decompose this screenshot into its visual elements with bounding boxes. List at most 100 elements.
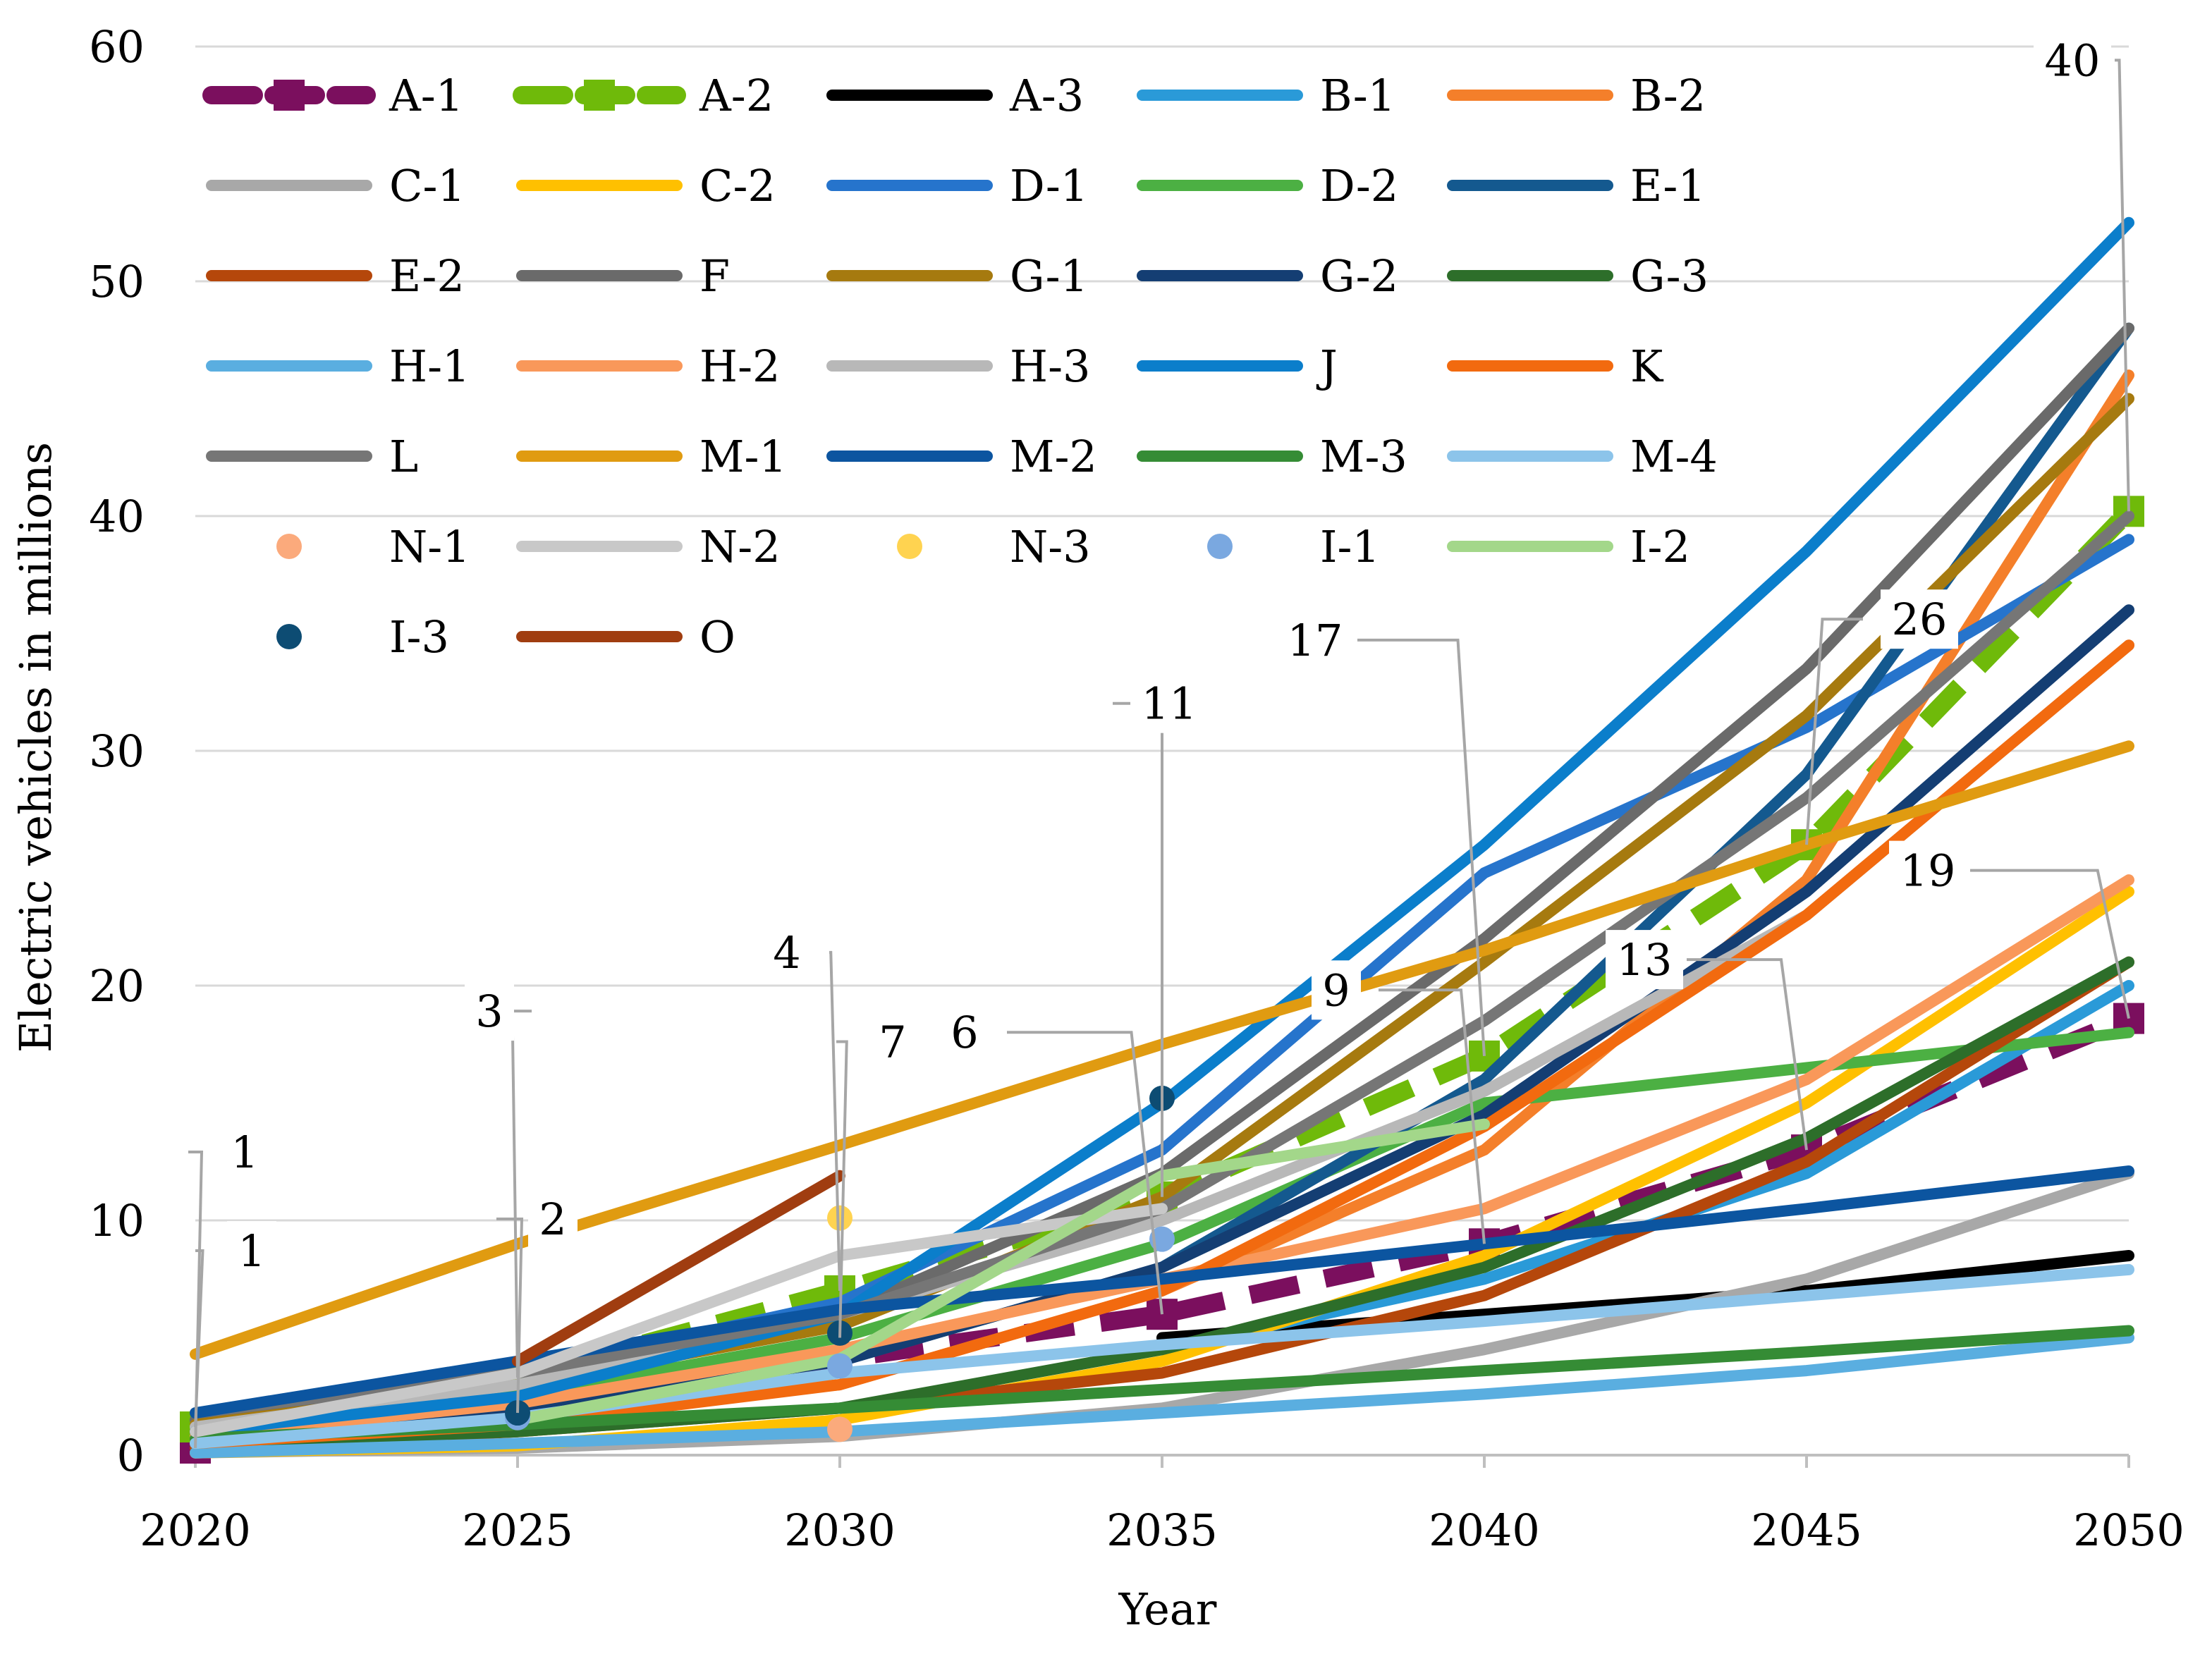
data-label: 4 [773, 927, 800, 979]
legend-label-j: J [1316, 341, 1338, 392]
x-tick-label: 2040 [1429, 1504, 1540, 1556]
data-label-leader [829, 950, 841, 1291]
x-tick-label: 2025 [462, 1504, 573, 1556]
legend-label-a-2: A-2 [699, 70, 774, 121]
x-tick-label: 2030 [784, 1504, 896, 1556]
legend-label-d-2: D-2 [1320, 160, 1398, 212]
series-line-i-2 [512, 1118, 1490, 1426]
data-label: 3 [475, 986, 503, 1037]
legend-label-d-1: D-1 [1010, 160, 1088, 212]
legend-label-f: F [699, 250, 730, 302]
data-label-box [1276, 610, 1354, 670]
point-n-1 [827, 1416, 853, 1442]
legend-label-m-3: M-3 [1320, 431, 1407, 482]
data-label-leader [2115, 59, 2130, 512]
legend-label-g-3: G-3 [1630, 250, 1709, 302]
legend-label-n-2: N-2 [699, 521, 781, 572]
legend-label-l: L [389, 431, 418, 482]
legend-label-c-1: C-1 [389, 160, 465, 212]
legend-label-i-1: I-1 [1320, 521, 1380, 572]
legend-swatch-n-3 [897, 534, 922, 559]
legend-label-m-2: M-2 [1010, 431, 1097, 482]
legend-label-m-4: M-4 [1630, 431, 1718, 482]
legend-swatch-i-1 [1207, 534, 1233, 559]
data-label-box [1130, 673, 1208, 733]
legend-label-e-1: E-1 [1630, 160, 1706, 212]
legend-label-g-2: G-2 [1320, 250, 1398, 302]
y-tick-label: 20 [89, 960, 145, 1012]
data-label: 11 [1142, 678, 1197, 730]
data-label: 1 [238, 1225, 265, 1277]
data-label-box [940, 1003, 989, 1062]
y-tick-label: 0 [117, 1430, 145, 1481]
y-axis-label: Electric vehicles in millions [10, 442, 61, 1053]
data-label-leader [1357, 638, 1486, 1057]
data-label-box [220, 1122, 269, 1182]
data-label-leader [1379, 988, 1486, 1244]
data-label-box [1881, 589, 1958, 649]
data-label-box [1312, 960, 1361, 1020]
legend-marker-a-1 [274, 80, 305, 111]
data-label: 40 [2045, 35, 2101, 86]
data-label-leader [1805, 618, 1863, 845]
data-label-leader [194, 1249, 204, 1428]
legend-label-n-1: N-1 [389, 521, 470, 572]
legend-marker-a-2 [584, 80, 615, 111]
data-label-box [868, 1012, 917, 1072]
legend-label-h-3: H-3 [1010, 341, 1090, 392]
data-label: 1 [231, 1127, 258, 1178]
legend-label-n-3: N-3 [1010, 521, 1091, 572]
legend-label-i-3: I-3 [389, 611, 449, 663]
legend-label-h-2: H-2 [699, 341, 780, 392]
legend-swatch-n-1 [276, 534, 302, 559]
legend-label-o: O [699, 611, 735, 663]
series-line-o [512, 1170, 845, 1367]
data-label: 7 [879, 1017, 906, 1068]
data-label: 9 [1322, 964, 1350, 1016]
data-label-box [465, 981, 514, 1041]
data-label-leader [1007, 1031, 1163, 1315]
y-tick-label: 50 [89, 256, 145, 307]
data-label-box [762, 922, 812, 982]
legend-label-g-1: G-1 [1010, 250, 1088, 302]
y-tick-label: 30 [89, 725, 145, 777]
legend-label-c-2: C-2 [699, 160, 776, 212]
legend-label-a-3: A-3 [1009, 70, 1084, 121]
series-line-n-2 [190, 1203, 1168, 1438]
data-label-box [528, 1189, 578, 1249]
legend-label-b-1: B-1 [1320, 70, 1395, 121]
x-tick-label: 2035 [1106, 1504, 1218, 1556]
legend-label-e-2: E-2 [389, 250, 465, 302]
point-n-3 [827, 1205, 853, 1231]
data-label: 6 [951, 1007, 978, 1058]
legend-label-i-2: I-2 [1630, 521, 1690, 572]
x-axis-label: Year [1118, 1583, 1217, 1635]
x-tick-label: 2045 [1751, 1504, 1862, 1556]
legend-label-h-1: H-1 [389, 341, 470, 392]
data-label: 13 [1617, 934, 1673, 986]
legend-swatch-i-3 [276, 624, 302, 649]
y-tick-label: 40 [89, 491, 145, 542]
legend-label-m-1: M-1 [699, 431, 787, 482]
data-label-box [1889, 840, 1967, 900]
data-label: 17 [1288, 615, 1343, 666]
x-tick-label: 2020 [140, 1504, 251, 1556]
data-label: 26 [1892, 594, 1948, 645]
data-label-leader [496, 1218, 524, 1414]
data-label-leader [1970, 869, 2130, 1019]
data-label: 19 [1900, 845, 1956, 897]
series-line-h-1 [190, 1332, 2134, 1459]
legend-label-k: K [1630, 341, 1664, 392]
y-tick-label: 10 [89, 1195, 145, 1246]
data-label-box [1606, 930, 1683, 990]
y-tick-label: 60 [89, 21, 145, 73]
series-line-a-3 [1156, 1250, 2134, 1344]
data-label-leader [1687, 958, 1808, 1151]
legend-label-a-1: A-1 [389, 70, 463, 121]
data-label-leader [836, 1040, 848, 1338]
data-label: 2 [539, 1194, 566, 1245]
data-label-box [2034, 30, 2111, 90]
legend-label-b-2: B-2 [1630, 70, 1706, 121]
